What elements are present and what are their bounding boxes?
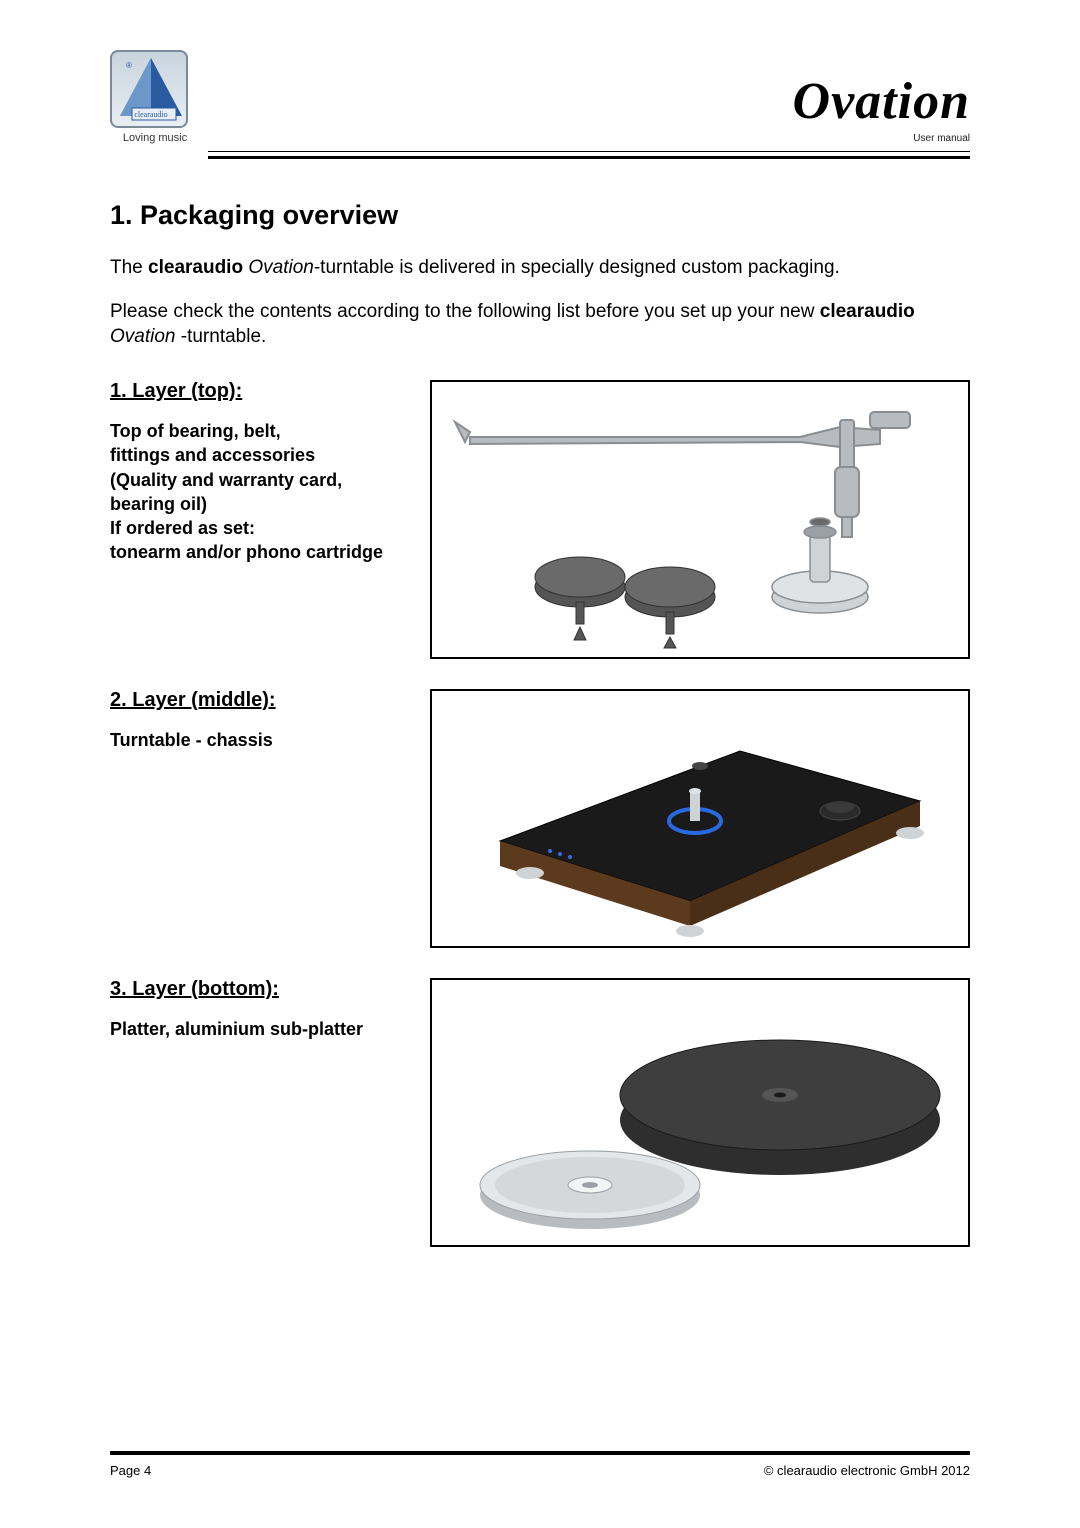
intro-para-1: The clearaudio Ovation-turntable is deli… bbox=[110, 255, 970, 281]
copyright: © clearaudio electronic GmbH 2012 bbox=[764, 1463, 970, 1478]
layer-row-2: 2. Layer (middle): Turntable - chassis bbox=[110, 689, 970, 948]
logo: clearaudio ® Loving music bbox=[110, 50, 200, 144]
layer-row-3: 3. Layer (bottom): Platter, aluminium su… bbox=[110, 978, 970, 1247]
layer-1-text: 1. Layer (top): Top of bearing, belt, fi… bbox=[110, 380, 410, 565]
page: clearaudio ® Loving music Ovation User m… bbox=[0, 0, 1080, 1528]
text: -turntable is delivered in specially des… bbox=[314, 257, 840, 278]
footer-row: Page 4 © clearaudio electronic GmbH 2012 bbox=[110, 1463, 970, 1478]
chassis-icon bbox=[432, 691, 968, 941]
tonearm-accessories-icon bbox=[432, 382, 968, 652]
brand-word: clearaudio bbox=[148, 257, 243, 278]
layer-3-text: 3. Layer (bottom): Platter, aluminium su… bbox=[110, 978, 410, 1041]
intro-para-2: Please check the contents according to t… bbox=[110, 299, 970, 350]
figure-box bbox=[430, 689, 970, 948]
layer-2-desc: Turntable - chassis bbox=[110, 728, 410, 752]
brand-title: Ovation bbox=[793, 72, 970, 131]
figure-box bbox=[430, 380, 970, 659]
layer-3-desc: Platter, aluminium sub-platter bbox=[110, 1017, 410, 1041]
content: 1. Packaging overview The clearaudio Ova… bbox=[110, 200, 970, 1247]
svg-text:®: ® bbox=[126, 61, 132, 70]
header-rule-thick bbox=[208, 156, 970, 159]
brand-subtitle: User manual bbox=[793, 133, 970, 144]
layer-row-1: 1. Layer (top): Top of bearing, belt, fi… bbox=[110, 380, 970, 659]
header-rule-thin bbox=[208, 151, 970, 152]
layer-3-heading: 3. Layer (bottom): bbox=[110, 978, 410, 1001]
brand-word: clearaudio bbox=[820, 301, 915, 322]
logo-text: clearaudio bbox=[134, 110, 167, 119]
product-word: Ovation bbox=[243, 257, 314, 278]
layer-3-figure bbox=[430, 978, 970, 1247]
platter-icon bbox=[432, 980, 968, 1240]
header: clearaudio ® Loving music Ovation User m… bbox=[110, 50, 970, 160]
layer-1-figure bbox=[430, 380, 970, 659]
logo-box: clearaudio ® bbox=[110, 50, 188, 128]
layer-2-figure bbox=[430, 689, 970, 948]
brand: Ovation User manual bbox=[793, 72, 970, 144]
layer-1-heading: 1. Layer (top): bbox=[110, 380, 410, 403]
text: -turntable. bbox=[175, 326, 266, 347]
figure-box bbox=[430, 978, 970, 1247]
section-title: 1. Packaging overview bbox=[110, 200, 970, 231]
text: The bbox=[110, 257, 148, 278]
footer: Page 4 © clearaudio electronic GmbH 2012 bbox=[110, 1451, 970, 1478]
logo-triangle-icon: clearaudio ® bbox=[112, 52, 188, 128]
footer-rule bbox=[110, 1451, 970, 1455]
layer-1-desc: Top of bearing, belt, fittings and acces… bbox=[110, 419, 410, 565]
page-number: Page 4 bbox=[110, 1463, 151, 1478]
product-word: Ovation bbox=[110, 326, 175, 347]
layer-2-text: 2. Layer (middle): Turntable - chassis bbox=[110, 689, 410, 752]
logo-tagline: Loving music bbox=[110, 132, 200, 144]
text: Please check the contents according to t… bbox=[110, 301, 820, 322]
layer-2-heading: 2. Layer (middle): bbox=[110, 689, 410, 712]
